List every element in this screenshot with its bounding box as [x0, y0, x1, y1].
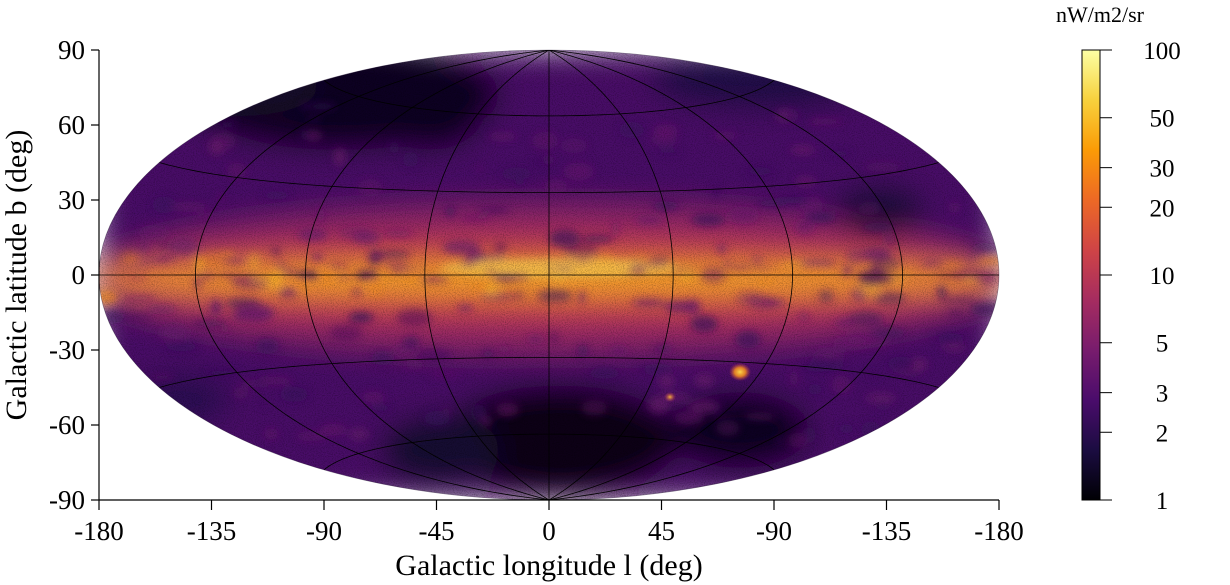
y-tick-label: -60: [49, 410, 85, 440]
y-tick-label: -90: [49, 485, 85, 515]
x-tick-label: -90: [756, 516, 792, 546]
colorbar-gradient: [1081, 49, 1101, 501]
colorbar-tick-label: 2: [1156, 420, 1169, 447]
sky-map-heatmap: [99, 50, 999, 500]
x-tick-label: 0: [542, 516, 556, 546]
colorbar-tick-label: 100: [1143, 38, 1181, 65]
x-tick-label: -180: [974, 516, 1024, 546]
y-tick-label: 60: [58, 110, 85, 140]
colorbar-tick-label: 10: [1150, 263, 1175, 290]
colorbar-unit: nW/m2/sr: [1056, 2, 1145, 27]
grid-parallel: [159, 356, 939, 388]
x-tick-label: 45: [648, 516, 675, 546]
colorbar-tick-label: 1: [1156, 488, 1169, 515]
grid-parallel: [159, 162, 939, 194]
y-axis-ticks: 90 60 30 0 -30 -60 -90: [49, 35, 99, 515]
grid-parallel: [323, 79, 775, 117]
x-tick-label: -135: [862, 516, 912, 546]
smc-feature: [664, 392, 676, 402]
colorbar-ticks: 100 50 30 20 10 5 3 2 1: [1100, 38, 1181, 515]
colorbar-tick-label: 20: [1150, 195, 1175, 222]
colorbar: 100 50 30 20 10 5 3 2 1 nW/m2/sr: [1056, 2, 1181, 515]
grid-parallel: [323, 433, 775, 471]
x-tick-label: -180: [74, 516, 124, 546]
y-tick-label: -30: [49, 335, 85, 365]
colorbar-tick-label: 30: [1150, 156, 1175, 183]
colorbar-tick-label: 3: [1156, 381, 1169, 408]
x-tick-label: -90: [306, 516, 342, 546]
x-tick-label: -135: [187, 516, 237, 546]
graticule-grid: [99, 50, 999, 500]
x-tick-label: -45: [419, 516, 455, 546]
x-axis-ticks: -180 -135 -90 -45 0 45 -90 -135 -180: [74, 500, 1024, 546]
y-tick-label: 90: [58, 35, 85, 65]
colorbar-tick-label: 50: [1150, 106, 1175, 133]
y-tick-label: 30: [58, 185, 85, 215]
colorbar-tick-label: 5: [1156, 331, 1169, 358]
y-axis-title: Galactic latitude b (deg): [0, 130, 33, 421]
lmc-feature: [729, 363, 751, 381]
x-axis-title: Galactic longitude l (deg): [395, 549, 702, 582]
y-tick-label: 0: [72, 260, 86, 290]
